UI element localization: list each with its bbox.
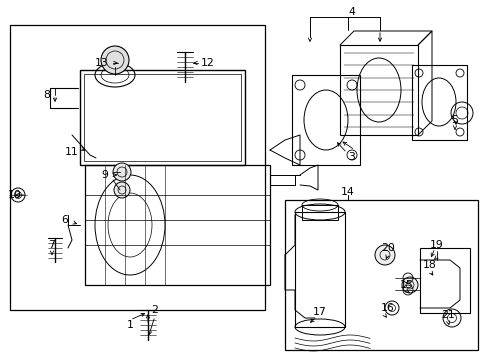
Text: 21: 21 — [440, 310, 454, 320]
Bar — [85, 165, 269, 285]
Bar — [411, 65, 466, 140]
Circle shape — [101, 46, 129, 74]
Text: 19: 19 — [429, 240, 443, 250]
Text: 14: 14 — [341, 187, 354, 197]
Bar — [291, 75, 359, 165]
Bar — [285, 200, 477, 350]
Bar — [339, 45, 417, 135]
Text: 18: 18 — [422, 260, 436, 270]
Bar — [419, 248, 469, 313]
Bar — [10, 25, 264, 310]
Text: 9: 9 — [102, 170, 108, 180]
Text: 5: 5 — [450, 115, 458, 125]
Bar — [302, 205, 337, 220]
Bar — [294, 212, 345, 327]
Text: 10: 10 — [8, 190, 22, 200]
Text: 3: 3 — [348, 152, 355, 162]
Circle shape — [113, 163, 131, 181]
Circle shape — [401, 277, 417, 293]
Text: 15: 15 — [399, 280, 413, 290]
Circle shape — [114, 182, 130, 198]
Text: 6: 6 — [61, 215, 68, 225]
Text: 17: 17 — [312, 307, 326, 317]
Text: 2: 2 — [151, 305, 158, 315]
Bar — [84, 74, 241, 161]
Text: 8: 8 — [43, 90, 50, 100]
Text: 4: 4 — [348, 7, 355, 17]
Bar — [80, 70, 244, 165]
Text: 7: 7 — [48, 240, 55, 250]
Text: 1: 1 — [126, 320, 133, 330]
Text: 16: 16 — [380, 303, 394, 313]
Text: 12: 12 — [201, 58, 214, 68]
Text: 20: 20 — [380, 243, 394, 253]
Text: 13: 13 — [95, 58, 109, 68]
Circle shape — [374, 245, 394, 265]
Text: 11: 11 — [65, 147, 79, 157]
